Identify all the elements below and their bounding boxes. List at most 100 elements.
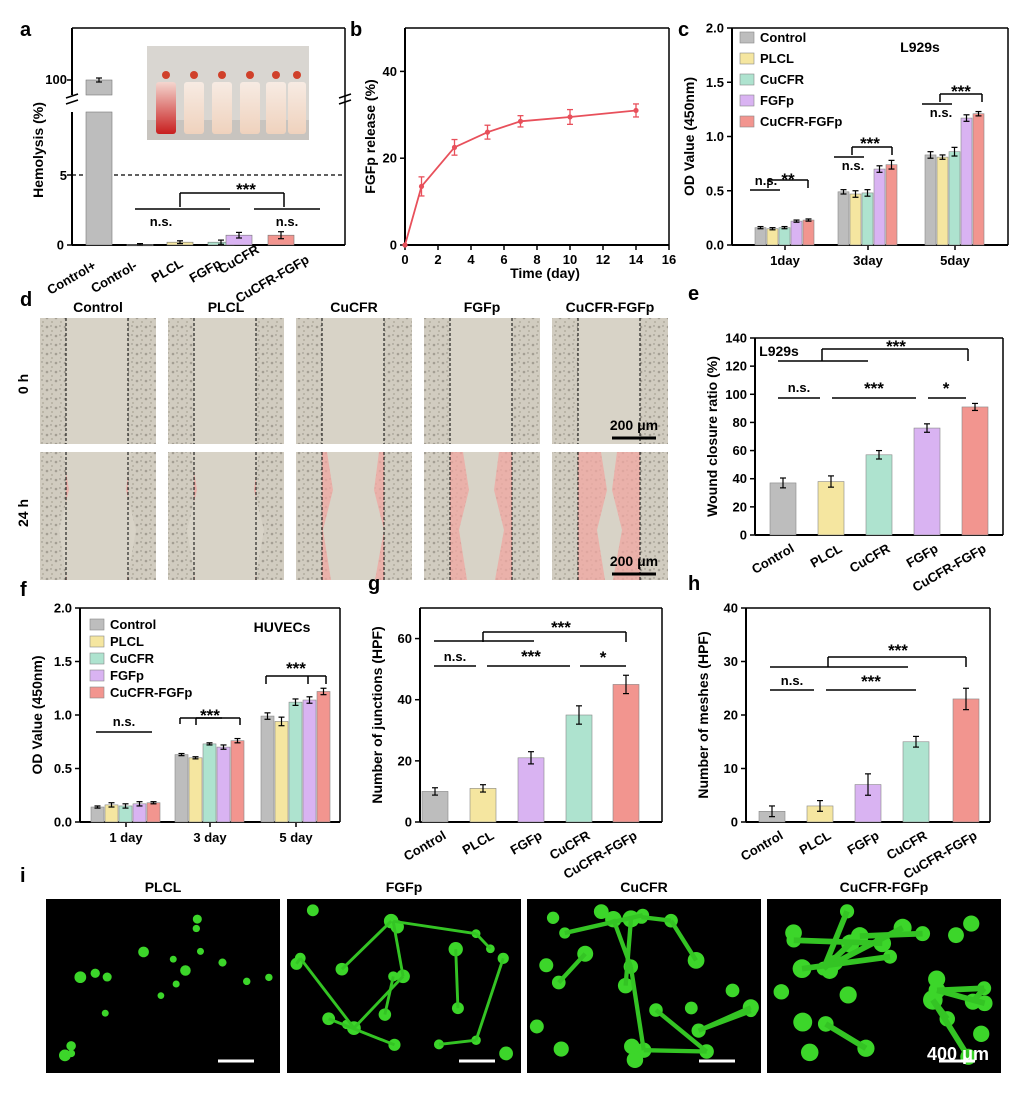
c-ns-1: n.s. [755, 173, 777, 188]
vial-cap-icon [246, 71, 254, 79]
i-cell-cluster [157, 992, 165, 999]
i-tube-branch [299, 957, 356, 1030]
h-category-label: FGFp [845, 828, 882, 858]
i-tube-branch [454, 949, 460, 1009]
c-bar [790, 220, 803, 246]
h-ytick-label: 30 [724, 654, 738, 669]
h-ytick-label: 0 [731, 815, 738, 830]
i-tube-branch [930, 998, 950, 1021]
e-bar [865, 454, 893, 536]
c-category-label: 1day [770, 253, 800, 268]
l929-viability-chart: 0.0 0.5 1.0 1.5 2.0 1day 3day 5day Control PLCL Cu… [681, 21, 1009, 268]
i-cell-cluster [102, 972, 112, 982]
b-point [633, 107, 639, 114]
h-sig-top: *** [888, 641, 908, 660]
g-sig-right: * [600, 648, 607, 667]
c-ytick-label: 2.0 [706, 21, 724, 36]
vial-cap-icon [272, 71, 280, 79]
d-scratch-gap [66, 318, 128, 444]
release-chart: 0 2 4 6 8 10 12 14 16 0 20 40 Time (day) FGFp release… [362, 27, 676, 281]
h-ytick-label: 40 [724, 601, 738, 616]
i-cell-cluster [67, 1049, 76, 1058]
h-ns: n.s. [781, 673, 803, 688]
vial-icon [240, 82, 260, 134]
a-break-mark [65, 99, 79, 105]
i-tube-branch [474, 957, 505, 1041]
e-bar [913, 427, 941, 536]
tube-formation-micrographs: PLCL FGFp CuCFR CuCFR-FGFp 400 μm [46, 879, 1001, 1073]
h-category-label: PLCL [797, 828, 834, 858]
c-legend-swatch [739, 94, 755, 107]
f-category-label: 1 day [109, 830, 143, 845]
i-tube-branch [557, 952, 587, 984]
c-legend-swatch [739, 31, 755, 44]
row-label-0h: 0 h [15, 374, 31, 394]
i-tube-branch [628, 966, 646, 1051]
d-remaining-gap [323, 452, 384, 580]
panel-i: i PLCL FGFp CuCFR CuCFR-FGFp 400 μm [20, 865, 1001, 1073]
f-legend-swatch [89, 652, 105, 665]
g-sig-mid: *** [521, 647, 541, 666]
h-bar [902, 741, 930, 823]
e-sig-right: * [943, 379, 950, 398]
f-legend-label: PLCL [110, 634, 144, 649]
e-sig-mid: *** [864, 379, 884, 398]
g-ytick-label: 60 [398, 631, 412, 646]
vial-cap-icon [293, 71, 301, 79]
b-xtick-label: 2 [434, 252, 441, 267]
i-tube-branch [697, 1009, 752, 1033]
i-cell-cluster [192, 924, 200, 933]
i-tube-branch [824, 1021, 868, 1051]
b-point [402, 242, 408, 248]
d-scale-label-24h: 200 μm [610, 553, 658, 569]
f-legend-label: CuCFR-FGFp [110, 685, 192, 700]
vial-icon [156, 82, 176, 134]
h-sig-mid: *** [861, 672, 881, 691]
g-bar [612, 684, 640, 823]
d-scratch-gap [450, 318, 512, 444]
d-scratch-gap [322, 318, 384, 444]
i-column-label: PLCL [145, 879, 182, 895]
f-ytick-label: 2.0 [54, 601, 72, 616]
vial-icon [288, 82, 306, 134]
i-column-label: CuCFR-FGFp [840, 879, 929, 895]
c-sig1: ** [781, 170, 795, 189]
i-tube-branch [475, 932, 492, 950]
c-ns-3: n.s. [930, 105, 952, 120]
huvec-viability-chart: 0.0 0.5 1.0 1.5 2.0 1 day 3 day 5 day Control PLC… [29, 601, 341, 845]
c-bar [948, 151, 961, 246]
c-legend-label: Control [760, 30, 806, 45]
panel-d: d Control PLCL CuCFR FGFp CuCFR-FGFp 200 μm 20… [15, 289, 668, 580]
g-ytick-label: 0 [405, 815, 412, 830]
g-bar [565, 714, 593, 823]
c-bar [802, 219, 815, 246]
g-ns: n.s. [444, 649, 466, 664]
i-cell-cluster [725, 983, 740, 998]
c-category-label: 3day [853, 253, 883, 268]
i-cell-cluster [196, 947, 204, 955]
f-bar [230, 740, 245, 823]
b-point [418, 183, 425, 190]
g-sig-top: *** [551, 618, 571, 637]
c-bar [849, 193, 862, 246]
e-ytick-label: 20 [733, 499, 747, 514]
a-bar [85, 111, 113, 246]
g-bar [517, 757, 545, 823]
i-micrograph [287, 899, 521, 1073]
panel-label-g: g [368, 573, 380, 595]
g-category-label: PLCL [460, 828, 497, 858]
i-cell-cluster [265, 973, 273, 982]
f-bar [288, 701, 303, 823]
i-cell-cluster [546, 911, 560, 924]
f-bar [274, 721, 289, 823]
e-ylabel: Wound closure ratio (%) [704, 356, 720, 517]
b-xtick-label: 10 [563, 252, 577, 267]
g-ytick-label: 40 [398, 692, 412, 707]
i-cell-cluster [529, 1019, 544, 1034]
b-xtick-label: 16 [662, 252, 676, 267]
c-ytick-label: 0.5 [706, 183, 724, 198]
vial-cap-icon [162, 71, 170, 79]
i-cell-cluster [684, 1001, 698, 1015]
